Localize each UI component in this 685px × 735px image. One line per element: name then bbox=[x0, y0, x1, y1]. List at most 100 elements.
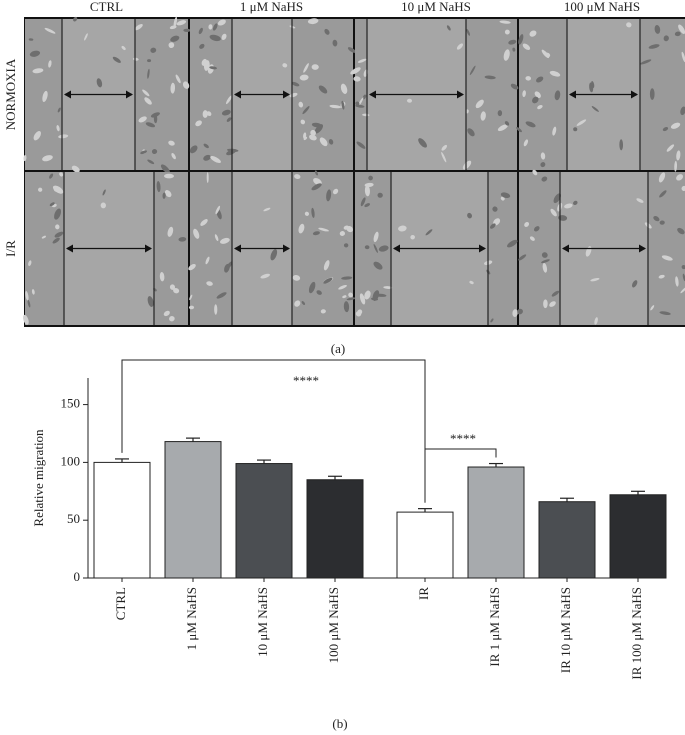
bar bbox=[467, 466, 525, 579]
cell bbox=[680, 106, 685, 116]
cell bbox=[350, 67, 361, 75]
cell bbox=[541, 259, 550, 264]
cell bbox=[188, 305, 195, 310]
cell bbox=[200, 219, 208, 226]
cell bbox=[225, 95, 232, 105]
cell bbox=[309, 134, 317, 141]
cell bbox=[552, 126, 557, 136]
cell bbox=[216, 292, 227, 299]
cell bbox=[360, 197, 366, 207]
panel-label: (a) bbox=[331, 341, 345, 356]
cell bbox=[681, 185, 685, 191]
cell bbox=[541, 252, 548, 258]
cell bbox=[532, 96, 539, 104]
cell bbox=[169, 284, 176, 290]
cell bbox=[662, 127, 669, 132]
cell bbox=[221, 33, 227, 41]
cell bbox=[151, 149, 158, 154]
x-tick-label: 1 μM NaHS bbox=[184, 587, 199, 650]
cell bbox=[339, 231, 345, 236]
cell bbox=[100, 202, 106, 209]
cell bbox=[299, 74, 309, 81]
column-label: CTRL bbox=[90, 0, 123, 14]
cell bbox=[270, 249, 278, 261]
cell bbox=[160, 164, 170, 174]
cell bbox=[73, 16, 78, 22]
cell bbox=[147, 296, 154, 307]
cell bbox=[221, 109, 231, 116]
cell bbox=[654, 25, 661, 34]
x-tick-label: IR bbox=[416, 587, 431, 600]
cell bbox=[441, 144, 448, 151]
cell bbox=[497, 110, 503, 117]
cell bbox=[147, 159, 155, 165]
cell bbox=[23, 154, 27, 162]
cell bbox=[217, 19, 226, 26]
cell bbox=[27, 299, 31, 308]
cell bbox=[215, 205, 221, 215]
cell bbox=[469, 65, 476, 76]
cell bbox=[220, 237, 230, 244]
cell bbox=[674, 160, 678, 172]
cell bbox=[500, 192, 511, 199]
cell bbox=[49, 202, 55, 207]
cell bbox=[210, 155, 221, 163]
cell bbox=[138, 116, 147, 123]
cell bbox=[398, 225, 407, 232]
cell bbox=[504, 121, 510, 126]
cell bbox=[282, 63, 288, 68]
cell bbox=[524, 221, 530, 227]
cell bbox=[653, 216, 660, 222]
cell bbox=[529, 30, 537, 37]
micrographs bbox=[23, 16, 685, 325]
cell bbox=[168, 140, 175, 146]
cell bbox=[193, 228, 200, 239]
cell bbox=[225, 261, 233, 271]
cell bbox=[182, 81, 190, 89]
cell bbox=[311, 64, 319, 70]
significance-bracket bbox=[121, 359, 426, 503]
cell bbox=[209, 34, 221, 42]
cell bbox=[308, 281, 316, 294]
cell bbox=[533, 226, 540, 232]
cell bbox=[518, 34, 524, 45]
cell bbox=[226, 117, 232, 122]
cell bbox=[156, 181, 161, 193]
cell bbox=[364, 290, 371, 300]
cell bbox=[490, 318, 494, 323]
cell bbox=[441, 152, 447, 163]
cell bbox=[497, 124, 508, 132]
cell bbox=[71, 165, 80, 173]
cell bbox=[484, 75, 496, 80]
cell bbox=[134, 24, 143, 31]
cell bbox=[311, 207, 315, 218]
cell bbox=[659, 190, 667, 198]
cell bbox=[532, 169, 538, 176]
cell bbox=[619, 139, 624, 151]
cell bbox=[167, 226, 174, 237]
panel-label: (b) bbox=[332, 716, 347, 731]
cell bbox=[347, 47, 356, 53]
cell bbox=[674, 31, 681, 37]
cell bbox=[537, 104, 543, 110]
cell bbox=[59, 172, 64, 177]
cell bbox=[147, 59, 152, 63]
cell bbox=[590, 277, 600, 282]
x-tick-label: IR 100 μM NaHS bbox=[629, 587, 644, 680]
cell bbox=[364, 245, 370, 250]
cell bbox=[302, 106, 310, 115]
cell bbox=[38, 187, 43, 192]
cell bbox=[492, 206, 498, 212]
cell bbox=[202, 110, 208, 118]
cell bbox=[676, 174, 684, 181]
cell bbox=[169, 316, 175, 322]
cell bbox=[359, 293, 366, 305]
cell bbox=[164, 173, 174, 179]
cell bbox=[343, 243, 349, 248]
row-label: NORMOXIA bbox=[3, 58, 18, 130]
cell bbox=[96, 78, 103, 88]
cell bbox=[203, 154, 211, 161]
arrow-head bbox=[234, 90, 290, 99]
x-tick-label: IR 1 μM NaHS bbox=[487, 587, 502, 667]
cell bbox=[173, 288, 180, 294]
